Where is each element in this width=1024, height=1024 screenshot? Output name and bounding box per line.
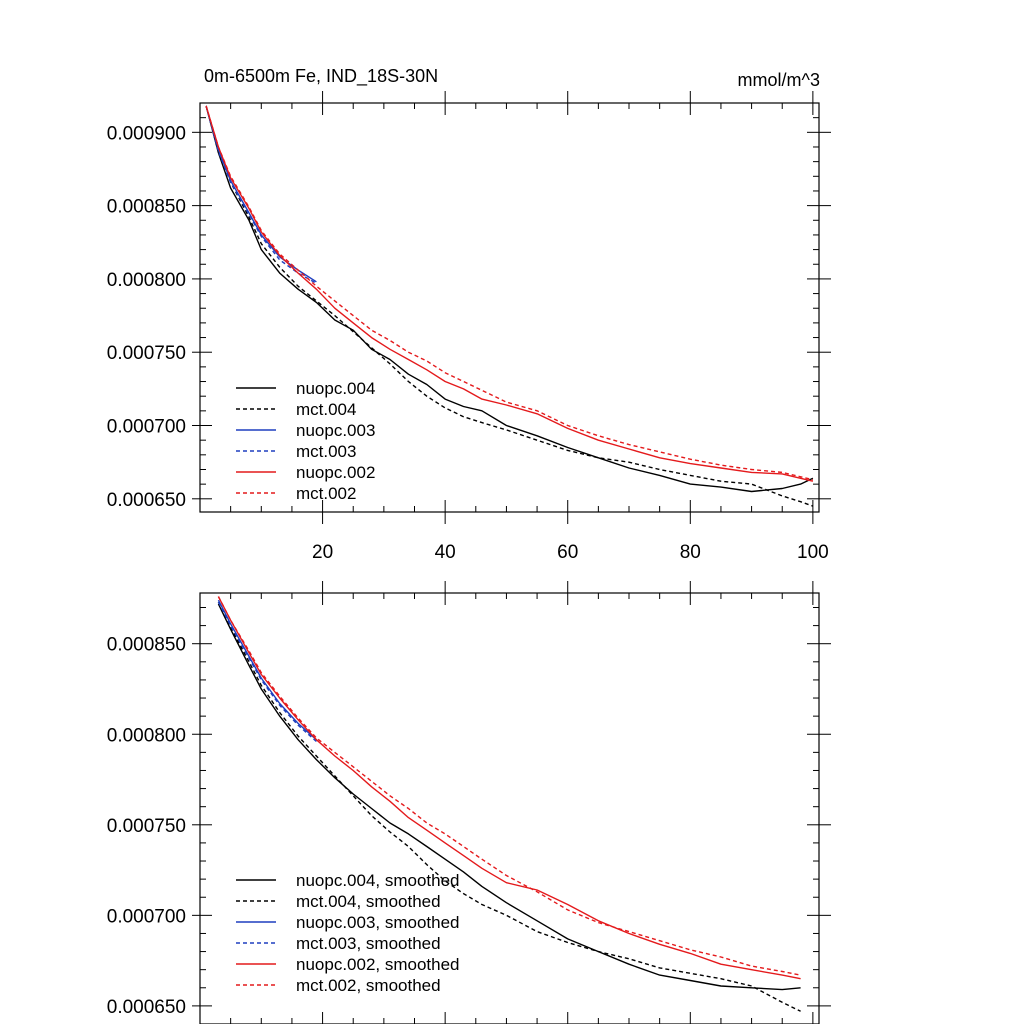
legend-label: mct.002, smoothed [296, 976, 441, 995]
legend-label: mct.002 [296, 484, 356, 503]
plot-frame [199, 102, 820, 513]
legend-label: mct.004, smoothed [296, 892, 441, 911]
y-tick-label: 0.000800 [107, 725, 186, 746]
y-tick-label: 0.000850 [107, 197, 186, 218]
series-mct-002-smoothed [217, 596, 801, 976]
x-tick-label: 20 [312, 542, 333, 563]
legend-label: nuopc.004, smoothed [296, 871, 460, 890]
legend-smoothed: nuopc.004, smoothed mct.004, smoothed nuop… [236, 871, 460, 995]
x-tick-label: 40 [435, 542, 456, 563]
series-mct-004 [205, 105, 814, 507]
series-nuopc-004-smoothed [217, 603, 801, 991]
series-nuopc-002-smoothed [217, 596, 801, 980]
legend-label: mct.003, smoothed [296, 934, 441, 953]
top-panel: 0m-6500m Fe, IND_18S-30N mmol/m^3 20 40 60… [107, 66, 831, 563]
y-tick-label: 0.000700 [107, 906, 186, 927]
legend: nuopc.004 mct.004 nuopc.003 mct.003 nuopc.00… [236, 379, 375, 503]
legend-label: nuopc.002, smoothed [296, 955, 460, 974]
y-tick-label: 0.000800 [107, 270, 186, 291]
y-tick-label: 0.000650 [107, 997, 186, 1018]
legend-label: nuopc.003, smoothed [296, 913, 460, 932]
y-tick-label: 0.000900 [107, 123, 186, 144]
legend-label: mct.003 [296, 442, 356, 461]
legend-label: nuopc.004 [296, 379, 375, 398]
plot-frame-smoothed [199, 592, 820, 1024]
legend-label: mct.004 [296, 400, 356, 419]
x-tick-label: 100 [797, 542, 829, 563]
series-nuopc-003 [205, 105, 317, 283]
series-mct-002 [205, 105, 814, 481]
series-nuopc-003-smoothed [217, 599, 317, 741]
series-nuopc-002 [205, 105, 814, 482]
series-mct-004-smoothed [217, 601, 801, 1012]
series-nuopc-004 [205, 105, 814, 493]
units-label: mmol/m^3 [738, 70, 820, 90]
plot-title: 0m-6500m Fe, IND_18S-30N [204, 66, 438, 87]
x-tick-label: 80 [680, 542, 701, 563]
x-tick-label: 60 [557, 542, 578, 563]
y-tick-label: 0.000650 [107, 490, 186, 511]
bottom-panel: 0.000650 0.000700 0.000750 0.000800 0.000850… [107, 581, 831, 1024]
y-tick-label: 0.000750 [107, 816, 186, 837]
legend-label: nuopc.003 [296, 421, 375, 440]
y-tick-label: 0.000850 [107, 635, 186, 656]
series-mct-003 [205, 105, 317, 284]
series-mct-003-smoothed [217, 601, 317, 743]
y-tick-label: 0.000700 [107, 417, 186, 438]
y-tick-label: 0.000750 [107, 343, 186, 364]
legend-label: nuopc.002 [296, 463, 375, 482]
